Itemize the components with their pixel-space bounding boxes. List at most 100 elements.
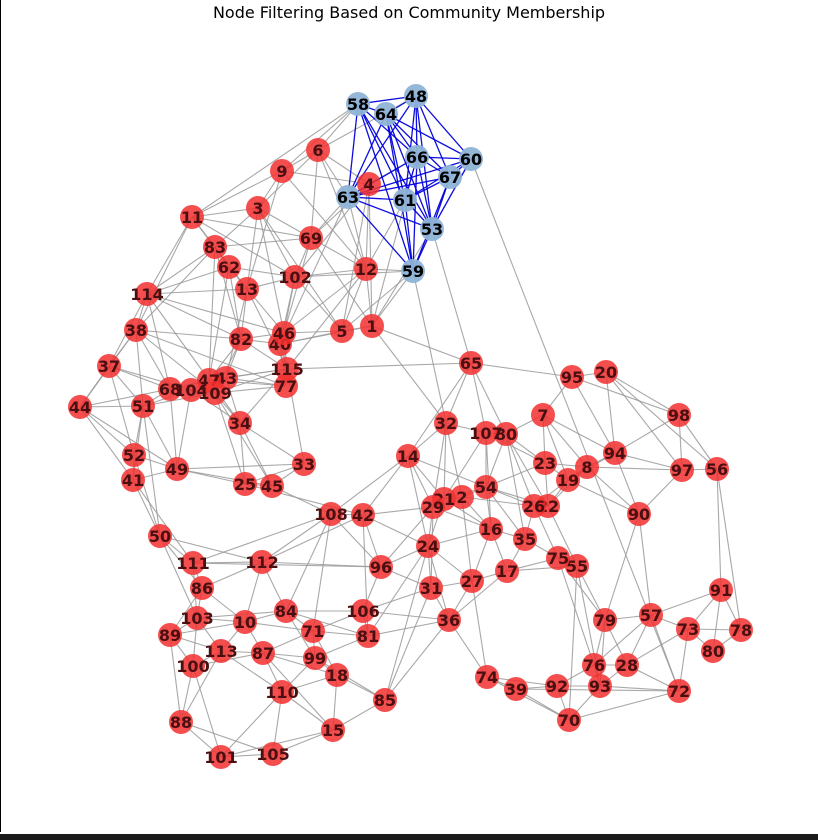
community-edge-63-59 — [347, 196, 414, 272]
node-label-2: 2 — [456, 488, 467, 507]
node-label-109: 109 — [198, 384, 231, 403]
node-label-110: 110 — [265, 683, 298, 702]
node-label-98: 98 — [668, 406, 690, 425]
edge-14-24 — [407, 455, 429, 547]
node-59 — [401, 259, 425, 283]
edge-96-29 — [380, 506, 434, 568]
edge-114-47 — [146, 293, 210, 381]
edge-53-65 — [431, 228, 472, 364]
edge-20-98 — [605, 371, 680, 416]
node-86 — [190, 576, 214, 600]
node-label-78: 78 — [730, 621, 752, 640]
node-label-87: 87 — [252, 644, 274, 663]
node-label-26: 26 — [523, 497, 545, 516]
edge-3-46 — [257, 207, 285, 334]
node-64 — [374, 102, 398, 126]
node-34 — [228, 411, 252, 435]
node-label-8: 8 — [581, 458, 592, 477]
edge-32-2 — [445, 422, 463, 498]
node-97 — [670, 458, 694, 482]
node-36 — [437, 608, 461, 632]
node-111 — [181, 551, 205, 575]
node-label-58: 58 — [347, 95, 369, 114]
node-62 — [217, 255, 241, 279]
edge-112-42 — [261, 514, 364, 563]
node-label-62: 62 — [218, 258, 240, 277]
node-label-9: 9 — [276, 162, 287, 181]
node-31 — [419, 576, 443, 600]
node-100 — [181, 654, 205, 678]
node-label-14: 14 — [397, 447, 419, 466]
node-105 — [261, 742, 285, 766]
node-87 — [251, 641, 275, 665]
community-edge-58-63 — [347, 103, 359, 198]
edge-106-36 — [362, 610, 450, 621]
node-label-67: 67 — [439, 168, 461, 187]
edge-9-4 — [281, 170, 370, 185]
node-label-68: 68 — [159, 380, 181, 399]
edge-90-57 — [638, 513, 652, 616]
node-113 — [209, 639, 233, 663]
node-label-64: 64 — [375, 105, 397, 124]
node-80 — [494, 422, 518, 446]
node-42 — [351, 503, 375, 527]
node-49 — [165, 457, 189, 481]
node-label-76: 76 — [583, 656, 605, 675]
node-85 — [373, 688, 397, 712]
node-8 — [575, 455, 599, 479]
node-label-86: 86 — [191, 579, 213, 598]
node-label-113: 113 — [204, 642, 237, 661]
edge-42-14 — [362, 455, 409, 516]
edge-91-57 — [650, 589, 722, 616]
node-101 — [209, 745, 233, 769]
node-label-15: 15 — [322, 721, 344, 740]
edge-62-47 — [208, 266, 230, 381]
node-67 — [438, 165, 462, 189]
edge-59-5 — [341, 270, 414, 332]
edge-13-114 — [146, 288, 248, 295]
node-label-54: 54 — [475, 478, 497, 497]
node-label-80: 80 — [702, 642, 724, 661]
edge-41-111 — [132, 479, 194, 564]
node-label-82: 82 — [230, 330, 252, 349]
node-27 — [460, 569, 484, 593]
node-48 — [404, 84, 428, 108]
node-60 — [459, 147, 483, 171]
community-edge-64-53 — [385, 113, 433, 230]
node-91 — [709, 578, 733, 602]
node-95 — [560, 365, 584, 389]
edge-102-59 — [294, 270, 414, 278]
node-83 — [203, 235, 227, 259]
node-label-48: 48 — [405, 87, 427, 106]
node-65 — [459, 351, 483, 375]
edge-108-84 — [285, 513, 332, 612]
node-label-36: 36 — [438, 611, 460, 630]
community-edge-58-66 — [357, 103, 418, 158]
bottom-border — [0, 834, 818, 840]
node-label-114: 114 — [130, 285, 163, 304]
community-edge-48-67 — [415, 95, 451, 178]
edge-108-71 — [312, 513, 332, 632]
node-98 — [667, 403, 691, 427]
edge-80-35 — [505, 433, 526, 540]
node-24 — [416, 534, 440, 558]
edge-55-70 — [568, 565, 578, 721]
node-label-33: 33 — [293, 455, 315, 474]
node-label-19: 19 — [557, 471, 579, 490]
node-18 — [325, 663, 349, 687]
node-29 — [421, 495, 445, 519]
edge-65-95 — [470, 362, 573, 378]
node-19 — [556, 468, 580, 492]
edge-108-96 — [330, 513, 382, 568]
node-label-3: 3 — [252, 199, 263, 218]
node-52 — [122, 443, 146, 467]
edge-11-38 — [135, 216, 193, 331]
edge-65-80 — [470, 362, 507, 435]
node-label-45: 45 — [261, 477, 283, 496]
node-11 — [180, 205, 204, 229]
node-16 — [479, 517, 503, 541]
node-label-81: 81 — [357, 627, 379, 646]
edge-99-85 — [314, 657, 386, 701]
edge-34-33 — [239, 422, 305, 465]
